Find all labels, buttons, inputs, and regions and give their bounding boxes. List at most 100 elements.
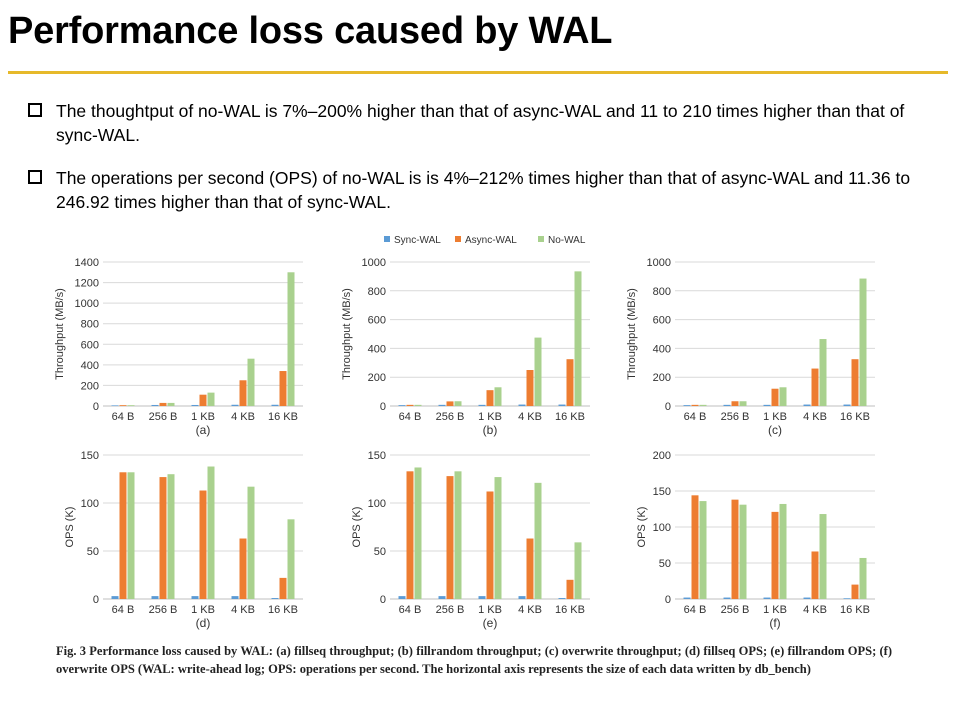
x-tick-label: 16 KB — [840, 604, 870, 616]
y-tick-label: 200 — [368, 372, 386, 384]
title-underline — [8, 71, 948, 74]
square-bullet-icon — [28, 170, 42, 184]
bar — [691, 404, 699, 406]
bar — [534, 482, 542, 599]
x-tick-label: 4 KB — [518, 411, 542, 423]
x-tick-label: 16 KB — [268, 604, 298, 616]
bar — [398, 596, 406, 599]
bar — [486, 491, 494, 599]
bar — [478, 596, 486, 599]
bar — [239, 538, 247, 599]
legend-swatch — [538, 236, 544, 242]
bar — [111, 596, 119, 599]
bar — [763, 597, 771, 599]
bar — [271, 404, 279, 406]
panel-label: (f) — [769, 616, 780, 630]
bar — [406, 471, 414, 599]
panel-label: (e) — [483, 616, 498, 630]
bar — [167, 474, 175, 599]
panel-label: (b) — [483, 423, 498, 437]
x-tick-label: 1 KB — [763, 411, 787, 423]
bar — [159, 402, 167, 406]
y-tick-label: 150 — [368, 450, 386, 462]
bar — [287, 272, 295, 406]
bar — [231, 596, 239, 599]
chart-figure: Sync-WAL Async-WAL No-WAL02004006008001000… — [54, 235, 875, 630]
y-axis-label: OPS (K) — [351, 507, 363, 548]
bar — [683, 597, 691, 599]
bar — [207, 392, 215, 406]
panel-label: (c) — [768, 423, 782, 437]
y-tick-label: 0 — [665, 401, 671, 413]
x-tick-label: 256 B — [721, 604, 750, 616]
x-tick-label: 64 B — [112, 411, 135, 423]
y-axis-label: Throughput (MB/s) — [626, 288, 638, 380]
y-tick-label: 600 — [653, 315, 671, 327]
bar — [851, 584, 859, 599]
y-tick-label: 1400 — [75, 257, 99, 269]
bar — [558, 404, 566, 406]
bar — [438, 404, 446, 406]
bar — [247, 358, 255, 406]
bar — [119, 405, 127, 406]
bar — [406, 404, 414, 406]
y-tick-label: 600 — [368, 315, 386, 327]
y-tick-label: 100 — [81, 498, 99, 510]
bar — [723, 597, 731, 599]
x-tick-label: 64 B — [684, 604, 707, 616]
bar — [279, 371, 287, 406]
x-tick-label: 1 KB — [191, 604, 215, 616]
bar — [574, 542, 582, 599]
bar — [454, 471, 462, 599]
y-tick-label: 600 — [81, 339, 99, 351]
x-tick-label: 64 B — [399, 604, 422, 616]
x-tick-label: 1 KB — [478, 604, 502, 616]
legend-label: Async-WAL — [465, 235, 517, 246]
x-tick-label: 1 KB — [191, 411, 215, 423]
bar — [779, 503, 787, 599]
bar — [739, 401, 747, 406]
y-tick-label: 100 — [653, 522, 671, 534]
bar — [454, 401, 462, 406]
x-tick-label: 64 B — [399, 411, 422, 423]
y-tick-label: 0 — [93, 401, 99, 413]
bar — [763, 404, 771, 406]
bar — [739, 504, 747, 599]
x-tick-label: 256 B — [436, 604, 465, 616]
bar — [843, 598, 851, 599]
y-axis-label: OPS (K) — [636, 507, 648, 548]
bar — [207, 466, 215, 599]
y-tick-label: 50 — [659, 558, 671, 570]
bar — [534, 337, 542, 406]
bar — [414, 467, 422, 599]
bar — [699, 404, 707, 406]
bar — [518, 596, 526, 599]
bullet-text: The operations per second (OPS) of no-WA… — [56, 168, 911, 212]
bullet-text: The thoughtput of no-WAL is 7%–200% high… — [56, 101, 905, 145]
y-tick-label: 50 — [374, 546, 386, 558]
bullet-item: The thoughtput of no-WAL is 7%–200% high… — [28, 99, 928, 149]
x-tick-label: 1 KB — [763, 604, 787, 616]
bar — [127, 472, 135, 599]
y-tick-label: 1000 — [362, 257, 386, 269]
bar — [167, 402, 175, 406]
y-tick-label: 1200 — [75, 278, 99, 290]
bar — [558, 598, 566, 599]
legend-swatch — [384, 236, 390, 242]
bar — [159, 477, 167, 599]
bar — [239, 380, 247, 406]
panel-label: (d) — [196, 616, 211, 630]
bar — [119, 472, 127, 599]
y-tick-label: 800 — [653, 286, 671, 298]
legend-label: Sync-WAL — [394, 235, 441, 246]
x-tick-label: 64 B — [684, 411, 707, 423]
x-tick-label: 256 B — [149, 604, 178, 616]
x-tick-label: 256 B — [149, 411, 178, 423]
bar — [127, 405, 135, 406]
bar — [723, 404, 731, 406]
bar — [731, 499, 739, 599]
y-tick-label: 100 — [368, 498, 386, 510]
y-tick-label: 1000 — [647, 257, 671, 269]
bar — [811, 551, 819, 599]
legend-swatch — [455, 236, 461, 242]
